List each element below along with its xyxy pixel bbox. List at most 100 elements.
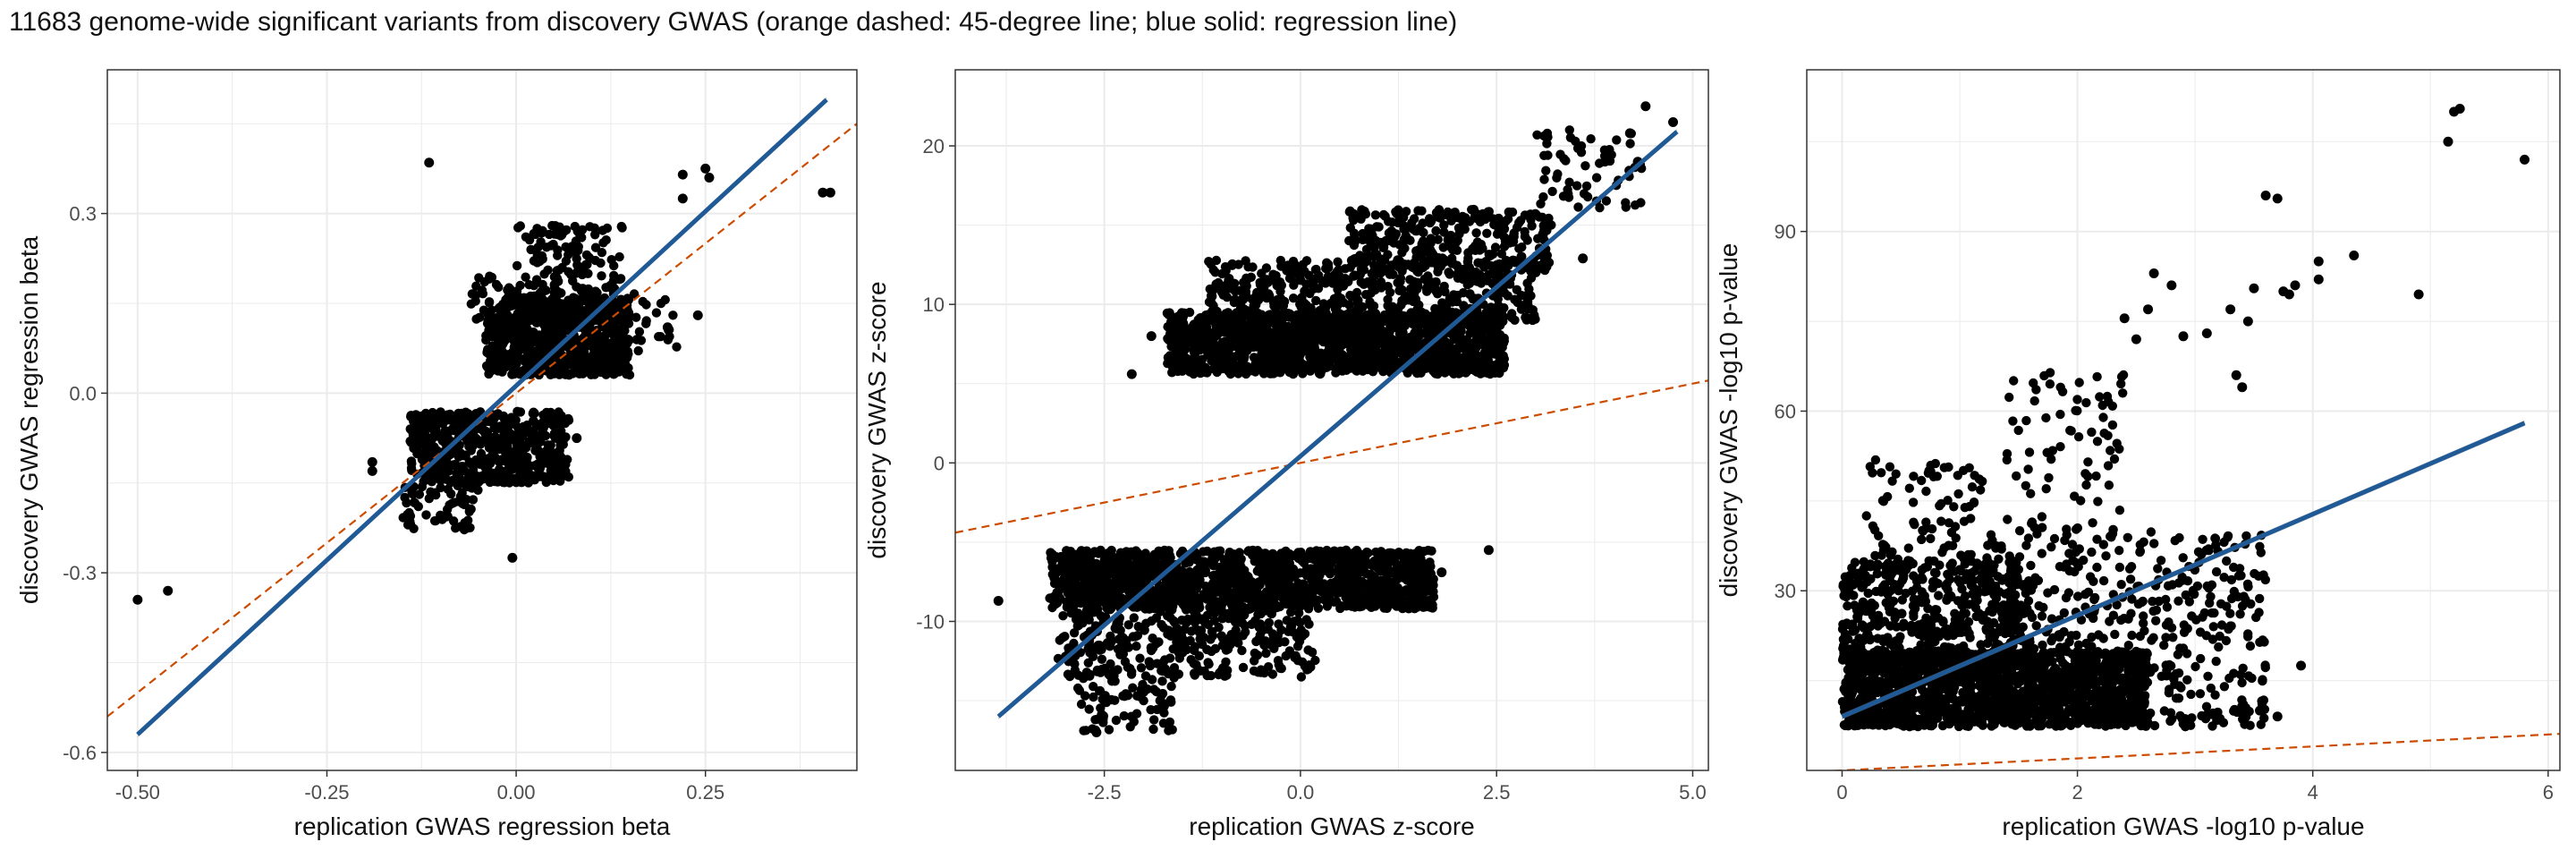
data-point xyxy=(700,163,711,174)
data-point xyxy=(1047,602,1057,613)
data-point xyxy=(1412,225,1422,236)
data-point xyxy=(1293,342,1303,352)
data-point xyxy=(1409,308,1419,318)
data-point xyxy=(1448,295,1458,305)
data-point xyxy=(464,482,474,492)
data-point xyxy=(1368,251,1377,261)
data-point xyxy=(529,426,538,436)
data-point xyxy=(1273,320,1283,330)
data-point xyxy=(1259,283,1269,293)
data-point xyxy=(1601,196,1612,206)
data-point xyxy=(1501,216,1511,226)
data-point xyxy=(510,344,520,353)
data-point xyxy=(1199,341,1209,351)
data-point xyxy=(541,407,552,418)
data-point xyxy=(1591,173,1602,183)
data-point xyxy=(1572,181,1582,191)
data-point xyxy=(557,262,567,273)
data-point xyxy=(1621,202,1631,212)
data-point xyxy=(431,490,441,500)
data-point xyxy=(518,340,528,350)
data-point xyxy=(607,353,617,362)
data-point xyxy=(1426,234,1436,243)
data-point xyxy=(1360,209,1371,219)
data-point xyxy=(1224,274,1234,284)
data-point xyxy=(1432,306,1442,317)
data-point xyxy=(1279,296,1290,307)
data-point xyxy=(1360,340,1371,350)
data-point xyxy=(438,471,448,481)
data-point xyxy=(1409,262,1419,272)
data-point xyxy=(1250,362,1261,373)
data-point xyxy=(1564,125,1575,135)
data-point xyxy=(1322,258,1332,268)
data-point xyxy=(1304,361,1314,370)
y-tick-label: 0.3 xyxy=(69,203,97,225)
data-point xyxy=(636,336,647,345)
data-point xyxy=(656,332,665,342)
data-point xyxy=(556,319,567,328)
data-point xyxy=(1552,173,1562,183)
data-point xyxy=(555,476,565,486)
data-point xyxy=(590,230,600,240)
data-point xyxy=(1499,263,1510,273)
data-point xyxy=(1229,312,1240,322)
data-point xyxy=(1462,344,1471,354)
data-point xyxy=(609,260,619,271)
data-point xyxy=(1373,327,1383,336)
data-point xyxy=(1328,342,1338,352)
data-point xyxy=(473,485,483,495)
data-point xyxy=(1439,281,1449,292)
data-point xyxy=(1376,276,1386,287)
data-point xyxy=(1387,217,1397,227)
data-point xyxy=(1541,166,1551,175)
data-point xyxy=(1521,312,1530,322)
data-point xyxy=(509,367,519,377)
data-point xyxy=(552,291,562,301)
data-point xyxy=(1453,273,1463,283)
data-point xyxy=(413,501,423,512)
data-point xyxy=(1284,574,1294,584)
data-point xyxy=(1221,309,1231,319)
data-point xyxy=(1341,600,1351,610)
data-point xyxy=(513,294,523,304)
data-point xyxy=(1189,369,1199,379)
data-point xyxy=(1426,568,1436,579)
data-point xyxy=(1417,206,1427,216)
data-point xyxy=(1390,343,1400,353)
data-point xyxy=(1433,262,1444,272)
data-point xyxy=(1323,566,1334,575)
data-point xyxy=(1177,308,1187,318)
data-point xyxy=(1573,202,1583,212)
data-point xyxy=(458,465,468,475)
data-point xyxy=(1402,223,1412,233)
data-point xyxy=(547,474,556,485)
gridlines xyxy=(955,70,1708,770)
data-point xyxy=(1409,280,1419,290)
data-point xyxy=(1337,366,1348,376)
data-point xyxy=(1260,549,1270,558)
data-point xyxy=(608,318,618,328)
data-point xyxy=(1236,301,1246,311)
data-point xyxy=(1510,294,1520,304)
data-point xyxy=(1606,149,1616,160)
data-point xyxy=(1387,302,1398,311)
data-point xyxy=(1495,368,1504,378)
identity-line-45-degree xyxy=(107,123,857,718)
data-point xyxy=(1512,223,1522,233)
data-point xyxy=(1599,145,1610,155)
data-point xyxy=(1411,246,1421,256)
data-point xyxy=(611,299,622,310)
data-point xyxy=(1428,250,1438,259)
data-point xyxy=(1200,362,1210,372)
data-point xyxy=(1522,304,1533,314)
data-point xyxy=(1422,313,1432,323)
data-point xyxy=(589,223,599,233)
x-tick-label: -0.25 xyxy=(304,781,349,804)
data-point xyxy=(497,340,507,350)
data-point xyxy=(552,361,562,370)
data-point xyxy=(1398,240,1408,250)
data-point xyxy=(470,296,480,306)
data-point xyxy=(421,409,432,420)
